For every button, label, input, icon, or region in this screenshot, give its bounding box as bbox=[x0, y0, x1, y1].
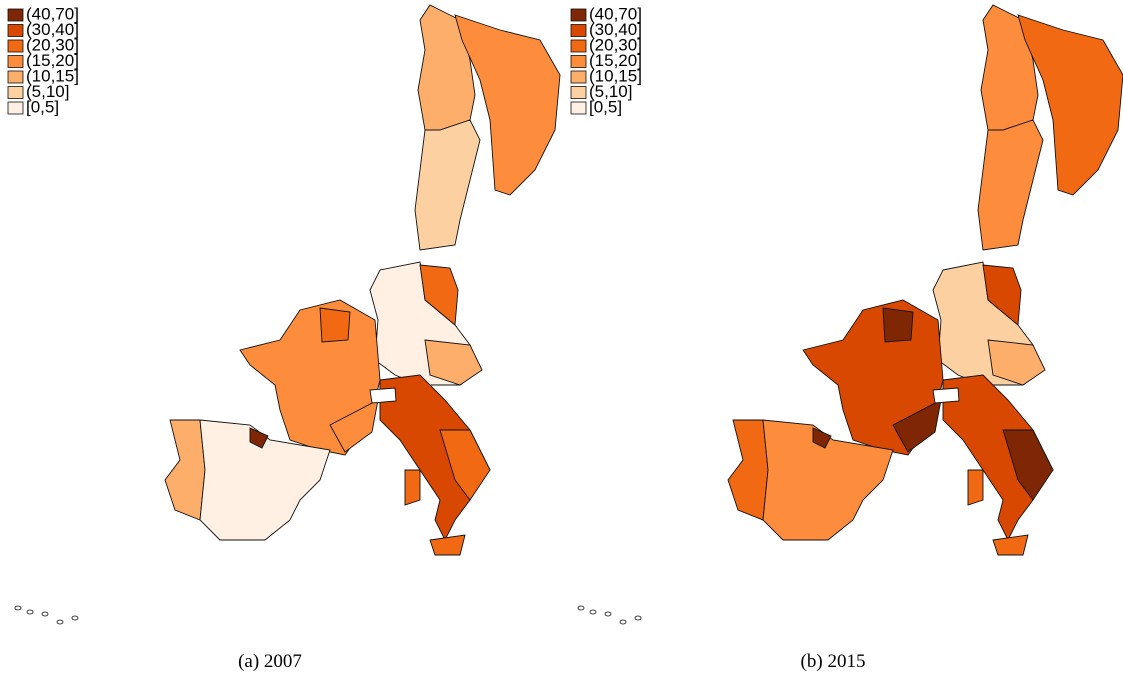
legend-label: (30,40] bbox=[26, 20, 79, 39]
island bbox=[71, 615, 79, 621]
island bbox=[41, 611, 49, 617]
region bbox=[429, 534, 466, 556]
region bbox=[1017, 14, 1123, 196]
legend-label: (30,40] bbox=[589, 20, 642, 39]
island bbox=[634, 615, 642, 621]
legend-label: (40,70] bbox=[26, 4, 79, 23]
legend-swatch bbox=[7, 86, 24, 99]
region bbox=[319, 307, 351, 343]
region bbox=[414, 119, 481, 251]
legend-label: [0,5] bbox=[26, 97, 59, 116]
legend-swatch bbox=[570, 70, 587, 84]
legend-swatch bbox=[570, 101, 587, 115]
legend-swatch bbox=[7, 24, 24, 37]
legend-label: [0,5] bbox=[589, 97, 622, 116]
caption: (b) 2015 bbox=[801, 651, 866, 672]
legend-swatch bbox=[7, 8, 24, 22]
legend-label: (10,15] bbox=[26, 66, 79, 85]
region bbox=[727, 419, 769, 521]
legend-label: (15,20] bbox=[26, 51, 79, 70]
region bbox=[419, 264, 459, 326]
legend-swatch bbox=[7, 101, 24, 115]
region bbox=[249, 427, 269, 449]
region bbox=[942, 374, 1054, 542]
region bbox=[1002, 429, 1054, 501]
legend-swatch bbox=[7, 70, 24, 84]
island bbox=[604, 611, 612, 617]
region bbox=[164, 419, 206, 521]
legend-label: (5,10] bbox=[589, 82, 632, 101]
region bbox=[424, 339, 483, 386]
legend-label: (20,30] bbox=[26, 35, 79, 54]
region bbox=[977, 119, 1044, 251]
region bbox=[439, 429, 491, 501]
legend-swatch bbox=[7, 39, 24, 53]
region bbox=[369, 387, 397, 404]
island bbox=[56, 619, 64, 625]
legend-swatch bbox=[570, 86, 587, 99]
legend-label: (5,10] bbox=[26, 82, 69, 101]
region bbox=[967, 469, 984, 506]
region bbox=[812, 427, 832, 449]
legend-label: (15,20] bbox=[589, 51, 642, 70]
map: (40,70](30,40](20,30](15,20](10,15](5,10… bbox=[570, 4, 1123, 625]
map: (40,70](30,40](20,30](15,20](10,15](5,10… bbox=[7, 4, 561, 625]
region bbox=[932, 387, 960, 404]
region bbox=[987, 339, 1046, 386]
region bbox=[454, 14, 561, 196]
region bbox=[992, 534, 1029, 556]
region bbox=[892, 399, 942, 453]
region bbox=[982, 264, 1022, 326]
legend-swatch bbox=[570, 39, 587, 53]
legend-swatch bbox=[570, 8, 587, 22]
region bbox=[379, 374, 491, 542]
island bbox=[577, 605, 585, 611]
caption: (a) 2007 bbox=[238, 651, 302, 672]
legend-label: (40,70] bbox=[589, 4, 642, 23]
legend-label: (20,30] bbox=[589, 35, 642, 54]
legend-swatch bbox=[570, 55, 587, 68]
island bbox=[26, 609, 34, 615]
island bbox=[14, 605, 22, 611]
island bbox=[589, 609, 597, 615]
island bbox=[619, 619, 627, 625]
legend-label: (10,15] bbox=[589, 66, 642, 85]
region bbox=[882, 307, 914, 343]
legend-swatch bbox=[570, 24, 587, 37]
region bbox=[404, 469, 421, 506]
legend-swatch bbox=[7, 55, 24, 68]
region bbox=[329, 399, 379, 453]
